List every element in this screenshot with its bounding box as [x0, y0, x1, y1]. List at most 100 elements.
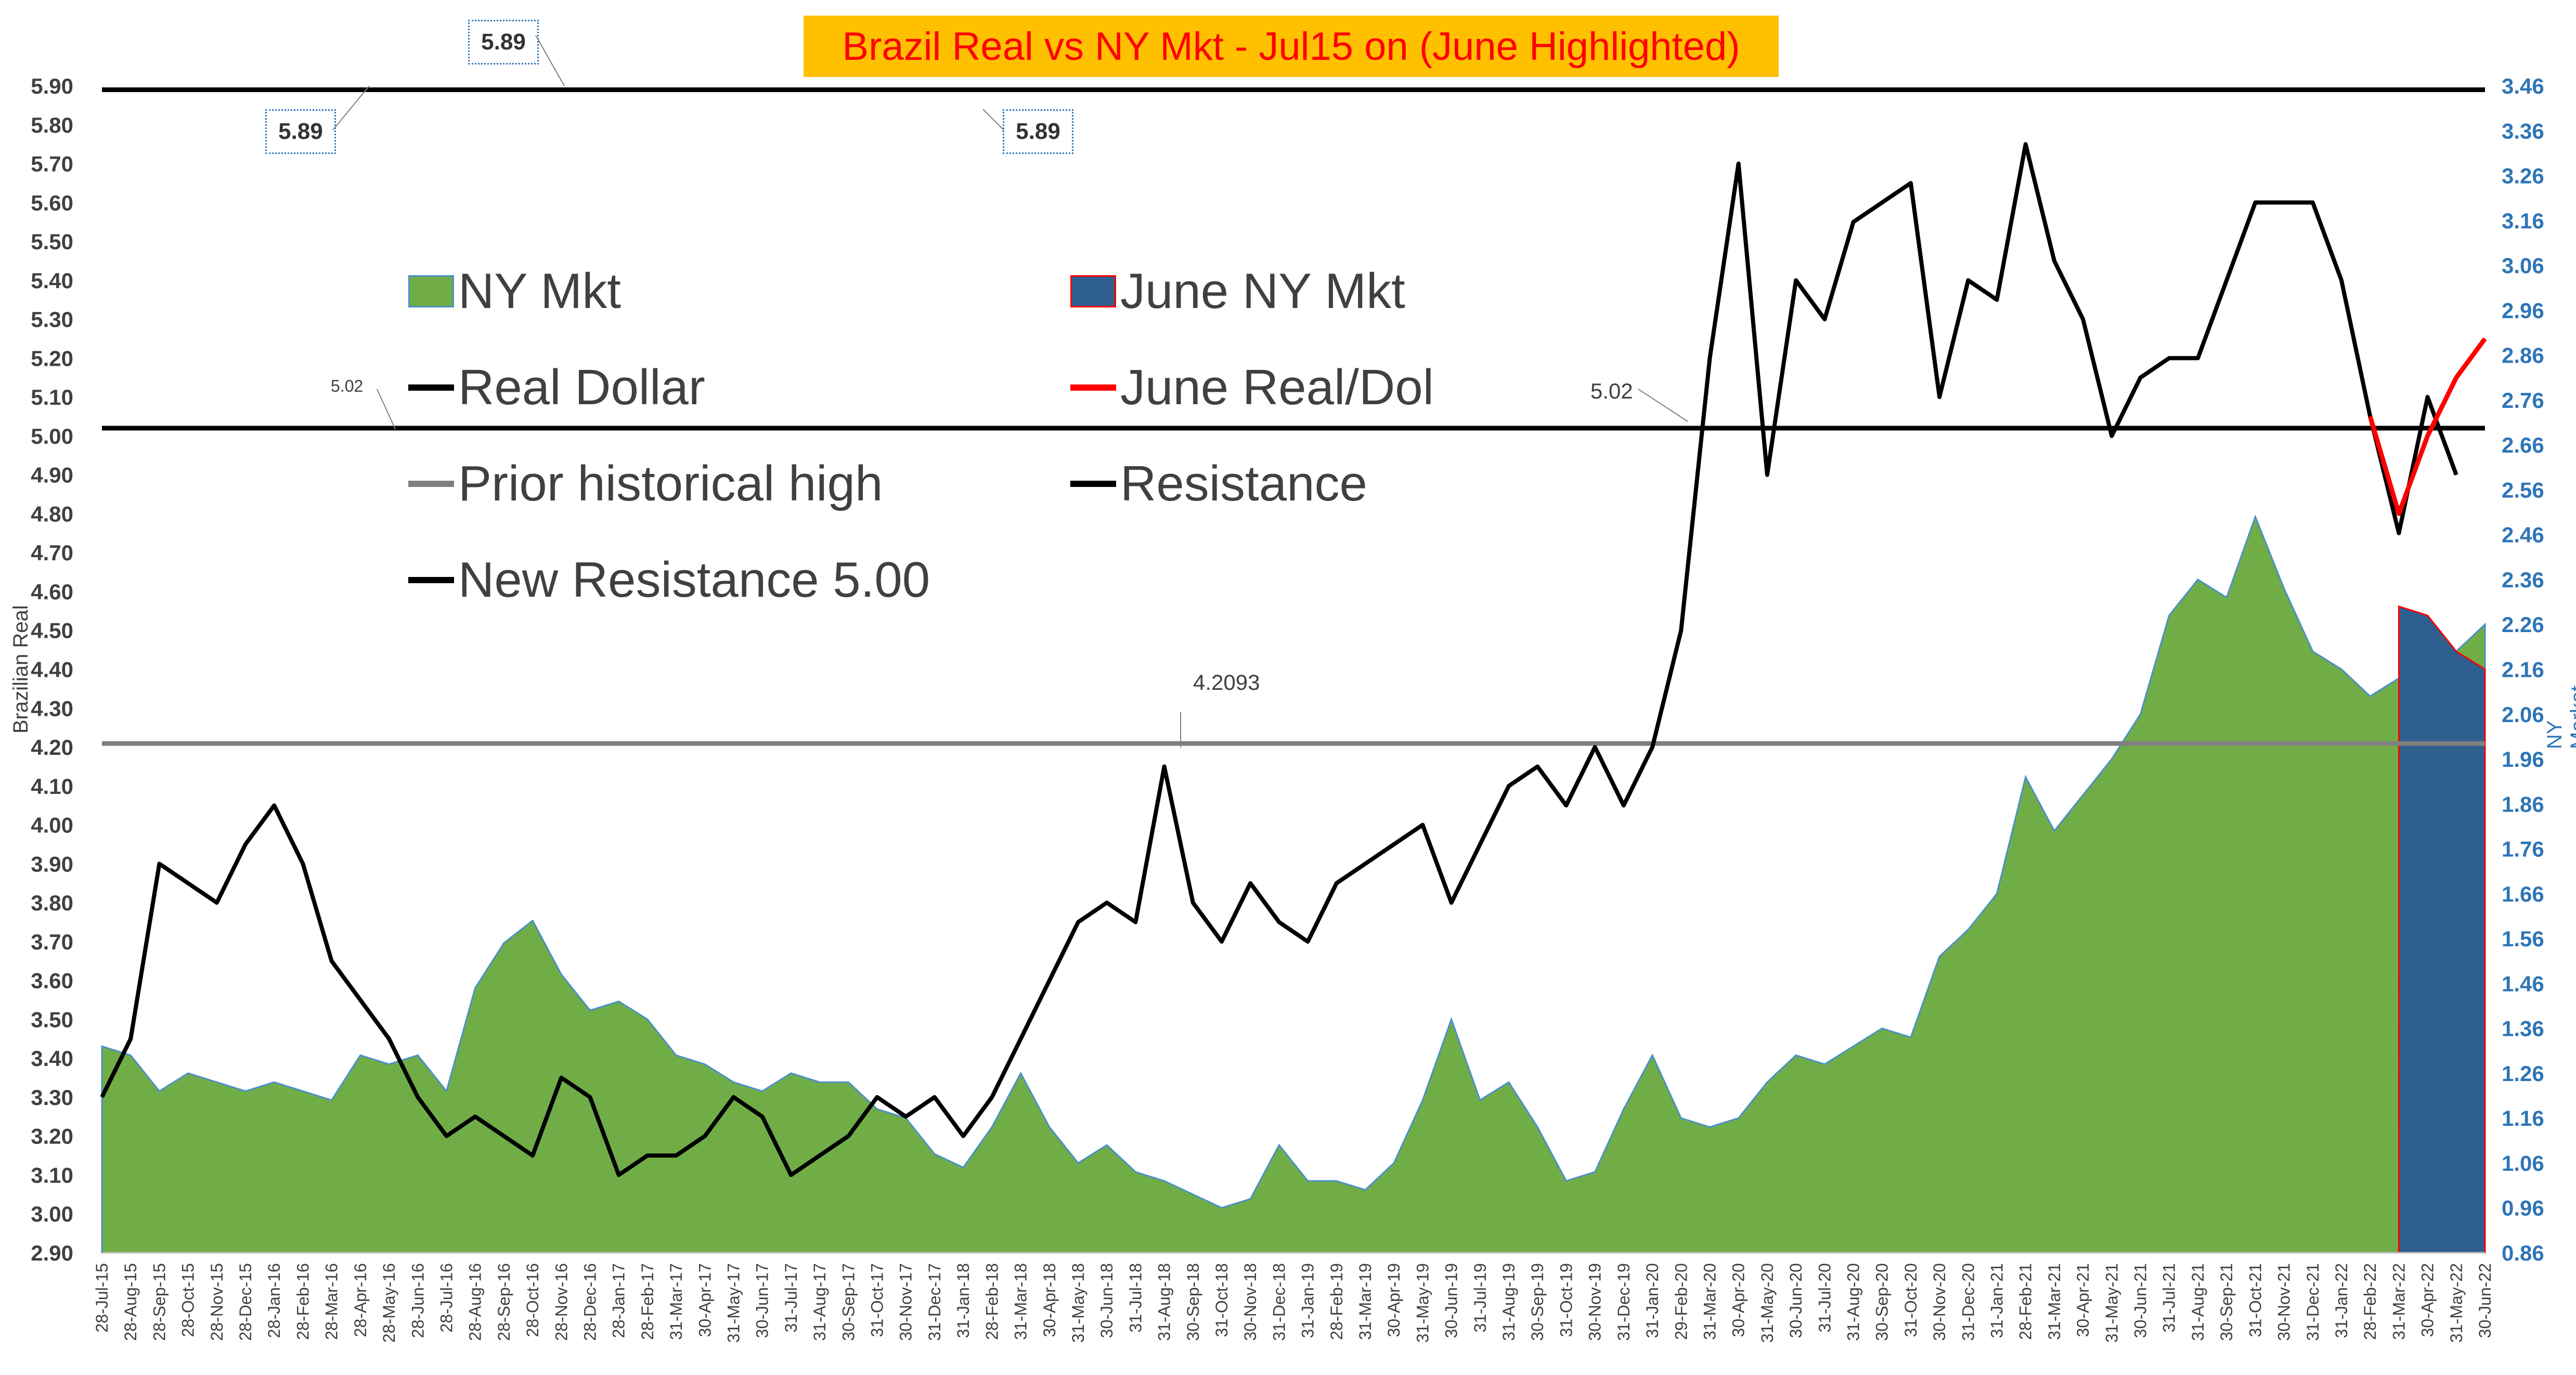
legend-ny-mkt: NY Mkt	[408, 263, 621, 320]
x-tick-label: 31-Mar-21	[2045, 1263, 2064, 1340]
y-left-tick-label: 5.90	[31, 74, 73, 98]
real-dollar-line	[100, 142, 2458, 1177]
legend-swatch-new-resistance	[408, 577, 454, 583]
june-real-dol-line	[2367, 337, 2487, 516]
annotation-leader-line	[377, 389, 396, 430]
chart-title: Brazil Real vs NY Mkt - Jul15 on (June H…	[804, 16, 1779, 77]
y-left-tick-label: 5.80	[31, 113, 73, 137]
x-tick-label: 31-May-22	[2447, 1263, 2466, 1343]
y-left-tick-label: 3.60	[31, 969, 73, 993]
y-left-tick-label: 3.30	[31, 1085, 73, 1110]
x-tick-label: 28-Oct-15	[179, 1263, 198, 1337]
y-left-tick-label: 3.80	[31, 891, 73, 915]
x-tick-label: 30-Nov-20	[1930, 1263, 1949, 1341]
y-right-tick-label: 0.86	[2502, 1241, 2544, 1265]
y-left-tick-label: 4.50	[31, 619, 73, 643]
y-left-tick-label: 4.70	[31, 541, 73, 565]
x-tick-label: 30-Jun-17	[753, 1263, 772, 1338]
y-right-tick-label: 2.86	[2502, 343, 2544, 368]
x-tick-label: 28-Sep-15	[150, 1263, 169, 1341]
y-left-tick-label: 2.90	[31, 1241, 73, 1265]
y-right-tick-label: 2.26	[2502, 612, 2544, 637]
legend-label-real-dollar: Real Dollar	[458, 359, 705, 415]
legend-label-new-resistance: New Resistance 5.00	[458, 552, 930, 608]
y-right-tick-label: 1.86	[2502, 792, 2544, 816]
y-right-tick-label: 1.16	[2502, 1106, 2544, 1130]
x-tick-label: 31-May-21	[2102, 1263, 2121, 1343]
x-tick-label: 31-Aug-20	[1844, 1263, 1862, 1341]
legend-prior-high: Prior historical high	[408, 455, 883, 512]
y-left-tick-label: 4.90	[31, 463, 73, 487]
x-tick-label: 31-Aug-18	[1155, 1263, 1174, 1341]
y-left-tick-label: 3.40	[31, 1046, 73, 1071]
x-tick-label: 28-Jul-15	[93, 1263, 111, 1332]
y-right-tick-label: 3.26	[2502, 164, 2544, 188]
x-tick-label: 30-Sep-21	[2217, 1263, 2236, 1341]
y-left-tick-label: 3.00	[31, 1202, 73, 1226]
x-tick-label: 28-Feb-18	[982, 1263, 1001, 1340]
y-right-tick-label: 1.26	[2502, 1061, 2544, 1086]
x-tick-label: 31-Mar-18	[1012, 1263, 1030, 1340]
legend-label-resistance: Resistance	[1120, 456, 1367, 511]
y-right-tick-label: 1.96	[2502, 747, 2544, 772]
y-left-tick-label: 5.00	[31, 424, 73, 448]
y-right-tick-label: 2.06	[2502, 702, 2544, 727]
x-tick-label: 31-Jan-21	[1988, 1263, 2007, 1338]
legend-real-dollar: Real Dollar	[408, 359, 705, 416]
y-left-tick-label: 3.70	[31, 930, 73, 954]
x-tick-label: 30-Sep-20	[1873, 1263, 1892, 1341]
x-tick-label: 31-Jul-17	[782, 1263, 800, 1332]
x-tick-label: 31-Dec-20	[1959, 1263, 1977, 1341]
resistance-callout-left: 5.89	[265, 109, 336, 154]
resistance-callout-top: 5.89	[468, 20, 539, 65]
x-tick-label: 30-Apr-17	[695, 1263, 714, 1337]
y-left-tick-label: 4.80	[31, 502, 73, 526]
x-tick-label: 30-Apr-22	[2418, 1263, 2437, 1337]
x-tick-label: 31-May-20	[1758, 1263, 1777, 1343]
x-tick-label: 31-Jul-21	[2160, 1263, 2179, 1332]
y-left-tick-label: 4.40	[31, 658, 73, 682]
x-tick-label: 30-Nov-19	[1586, 1263, 1604, 1341]
x-tick-label: 31-Oct-21	[2246, 1263, 2264, 1337]
legend-swatch-resistance	[1070, 481, 1116, 487]
y-left-tick-label: 4.10	[31, 774, 73, 799]
x-tick-label: 30-Jun-18	[1097, 1263, 1116, 1338]
y-left-tick-label: 4.00	[31, 813, 73, 838]
x-tick-label: 31-Oct-19	[1557, 1263, 1575, 1337]
x-tick-label: 28-Dec-16	[580, 1263, 599, 1341]
y-right-tick-label: 1.46	[2502, 971, 2544, 996]
x-tick-label: 31-Jul-20	[1815, 1263, 1834, 1332]
y-right-tick-label: 3.46	[2502, 74, 2544, 98]
x-tick-label: 28-Sep-16	[495, 1263, 513, 1341]
x-tick-label: 31-Mar-22	[2389, 1263, 2408, 1340]
y-right-tick-label: 2.56	[2502, 478, 2544, 502]
legend-swatch-real-dollar	[408, 384, 454, 391]
legend-label-prior-high: Prior historical high	[458, 456, 883, 511]
y-left-tick-label: 4.30	[31, 696, 73, 721]
prior-high-label: 4.2093	[1193, 670, 1260, 695]
y-right-tick-label: 3.16	[2502, 209, 2544, 233]
y-right-tick-label: 2.36	[2502, 568, 2544, 592]
y-right-tick-label: 1.06	[2502, 1151, 2544, 1175]
x-tick-label: 31-Oct-17	[868, 1263, 887, 1337]
x-tick-label: 30-Jun-22	[2476, 1263, 2494, 1338]
y-right-tick-label: 1.66	[2502, 882, 2544, 906]
legend-label-june-real-dol: June Real/Dol	[1120, 359, 1434, 415]
x-tick-label: 30-Nov-21	[2275, 1263, 2294, 1341]
y-right-tick-label: 2.16	[2502, 658, 2544, 682]
x-tick-label: 28-Feb-22	[2361, 1263, 2379, 1340]
y-right-tick-label: 1.56	[2502, 927, 2544, 951]
x-tick-label: 28-Feb-17	[638, 1263, 657, 1340]
x-tick-label: 31-Aug-21	[2189, 1263, 2207, 1341]
x-tick-label: 30-Jun-21	[2131, 1263, 2150, 1338]
legend-swatch-ny-mkt	[408, 275, 454, 307]
june-ny-mkt-area	[2398, 605, 2486, 1254]
x-tick-label: 30-Apr-19	[1384, 1263, 1403, 1337]
x-tick-label: 31-Dec-21	[2303, 1263, 2322, 1341]
x-tick-label: 28-Jun-16	[408, 1263, 427, 1338]
legend-label-june-ny-mkt: June NY Mkt	[1120, 263, 1405, 319]
resistance-callout-mid: 5.89	[1003, 109, 1073, 154]
x-tick-label: 31-Mar-17	[667, 1263, 685, 1340]
legend-label-ny-mkt: NY Mkt	[458, 263, 621, 319]
